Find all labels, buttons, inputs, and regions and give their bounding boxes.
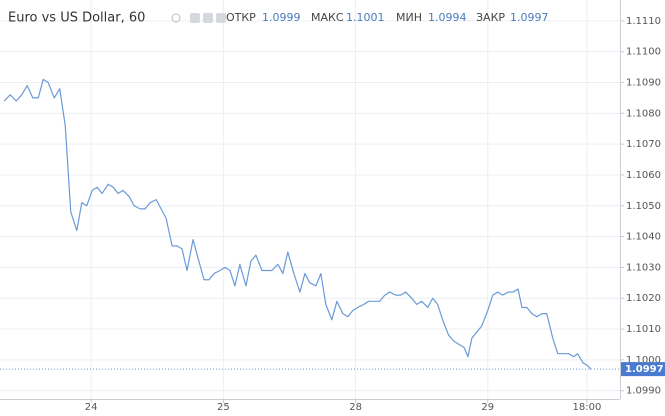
settings-icon[interactable] (203, 13, 213, 23)
ohlc-value: 1.1001 (346, 11, 385, 24)
hide-icon[interactable] (190, 13, 200, 23)
ohlc-label: ОТКР (226, 11, 256, 24)
y-tick-label: 1.1090 (626, 78, 661, 89)
settings-icon[interactable] (171, 13, 181, 23)
ohlc-label: ЗАКР (476, 11, 505, 24)
ohlc-legend: ОТКР 1.0999 МАКС 1.1001 МИН 1.0994 ЗАКР 1.0997 (226, 11, 549, 24)
grid (0, 0, 620, 399)
x-tick-label: 25 (217, 402, 230, 413)
y-tick-label: 1.1100 (626, 47, 661, 58)
chart-title: Euro vs US Dollar, 60 (8, 11, 145, 26)
price-line (3, 78, 592, 370)
y-tick-label: 1.1040 (626, 232, 661, 243)
x-tick-label: 18:00 (573, 402, 602, 413)
ohlc-value: 1.0997 (510, 11, 549, 24)
ohlc-label: МИН (396, 11, 422, 24)
last-price-label: 1.0997 (625, 364, 664, 375)
last-price-box (621, 362, 665, 377)
y-tick-label: 1.1000 (626, 355, 661, 366)
ohlc-value: 1.0999 (262, 11, 301, 24)
y-tick-label: 1.1050 (626, 201, 661, 212)
y-tick-label: 1.1070 (626, 139, 661, 150)
ohlc-value: 1.0994 (428, 11, 467, 24)
x-tick-label: 24 (85, 402, 98, 413)
y-tick-label: 1.1080 (626, 108, 661, 119)
x-tick-label: 28 (349, 402, 362, 413)
ohlc-label: МАКС (311, 11, 344, 24)
y-tick-label: 1.1030 (626, 262, 661, 273)
close-icon[interactable] (216, 13, 226, 23)
x-tick-label: 29 (481, 402, 494, 413)
y-tick-label: 1.1060 (626, 170, 661, 181)
y-tick-label: 1.1020 (626, 293, 661, 304)
y-tick-label: 1.0990 (626, 386, 661, 397)
y-tick-label: 1.1110 (626, 16, 661, 27)
y-tick-label: 1.1010 (626, 324, 661, 335)
